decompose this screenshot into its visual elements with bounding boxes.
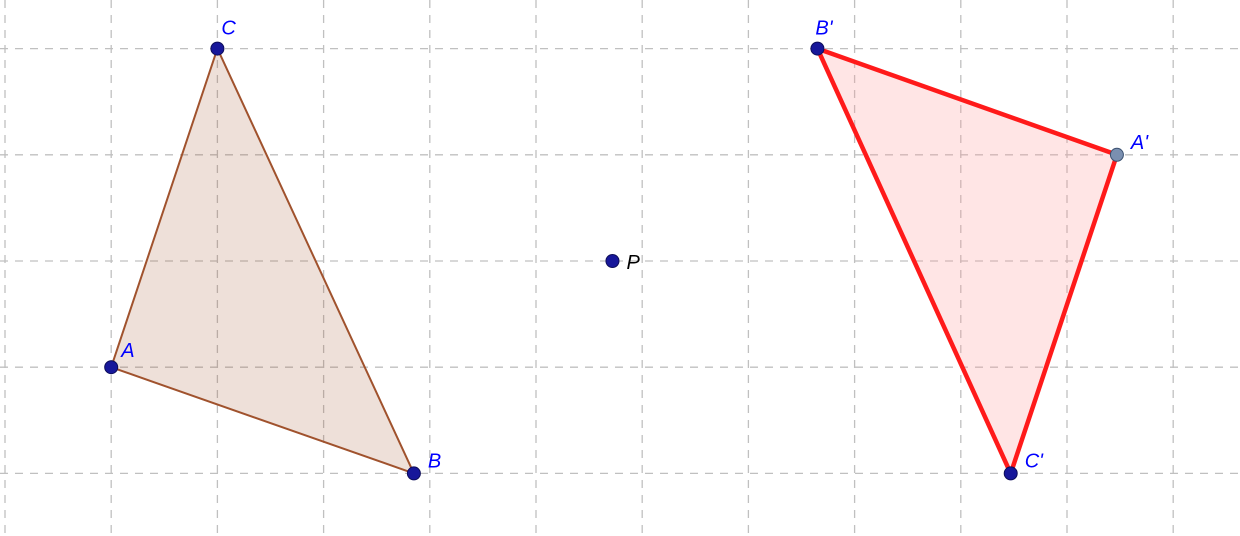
point-b[interactable] <box>407 467 420 480</box>
triangle-abc[interactable] <box>111 49 414 474</box>
label-b1: B' <box>815 18 833 40</box>
point-p[interactable] <box>606 255 619 268</box>
point-a1[interactable] <box>1110 148 1123 161</box>
label-c: C <box>221 18 236 40</box>
point-b1[interactable] <box>811 42 824 55</box>
point-c[interactable] <box>211 42 224 55</box>
label-b: B <box>428 450 441 472</box>
point-c1[interactable] <box>1004 467 1017 480</box>
label-a: A <box>120 340 134 362</box>
label-p: P <box>626 252 640 274</box>
label-c1: C' <box>1025 450 1044 472</box>
point-a[interactable] <box>105 361 118 374</box>
label-a1: A' <box>1130 132 1149 154</box>
